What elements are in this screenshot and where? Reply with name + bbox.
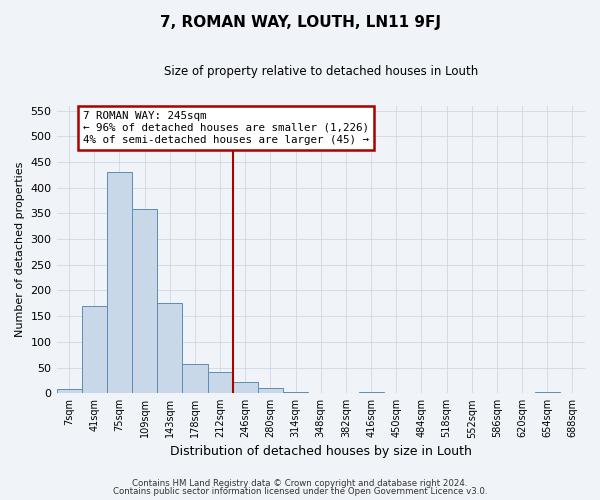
Bar <box>283 392 308 393</box>
Bar <box>157 304 182 393</box>
Bar <box>107 172 132 393</box>
Bar <box>233 382 258 393</box>
Y-axis label: Number of detached properties: Number of detached properties <box>15 162 25 337</box>
Title: Size of property relative to detached houses in Louth: Size of property relative to detached ho… <box>164 65 478 78</box>
Bar <box>56 389 82 393</box>
Bar <box>359 392 383 393</box>
Bar <box>258 388 283 393</box>
Bar <box>132 210 157 393</box>
X-axis label: Distribution of detached houses by size in Louth: Distribution of detached houses by size … <box>170 444 472 458</box>
Bar <box>535 392 560 393</box>
Bar <box>208 372 233 393</box>
Text: Contains public sector information licensed under the Open Government Licence v3: Contains public sector information licen… <box>113 487 487 496</box>
Text: 7 ROMAN WAY: 245sqm
← 96% of detached houses are smaller (1,226)
4% of semi-deta: 7 ROMAN WAY: 245sqm ← 96% of detached ho… <box>83 112 369 144</box>
Bar <box>182 364 208 393</box>
Text: Contains HM Land Registry data © Crown copyright and database right 2024.: Contains HM Land Registry data © Crown c… <box>132 478 468 488</box>
Text: 7, ROMAN WAY, LOUTH, LN11 9FJ: 7, ROMAN WAY, LOUTH, LN11 9FJ <box>160 15 440 30</box>
Bar <box>82 306 107 393</box>
